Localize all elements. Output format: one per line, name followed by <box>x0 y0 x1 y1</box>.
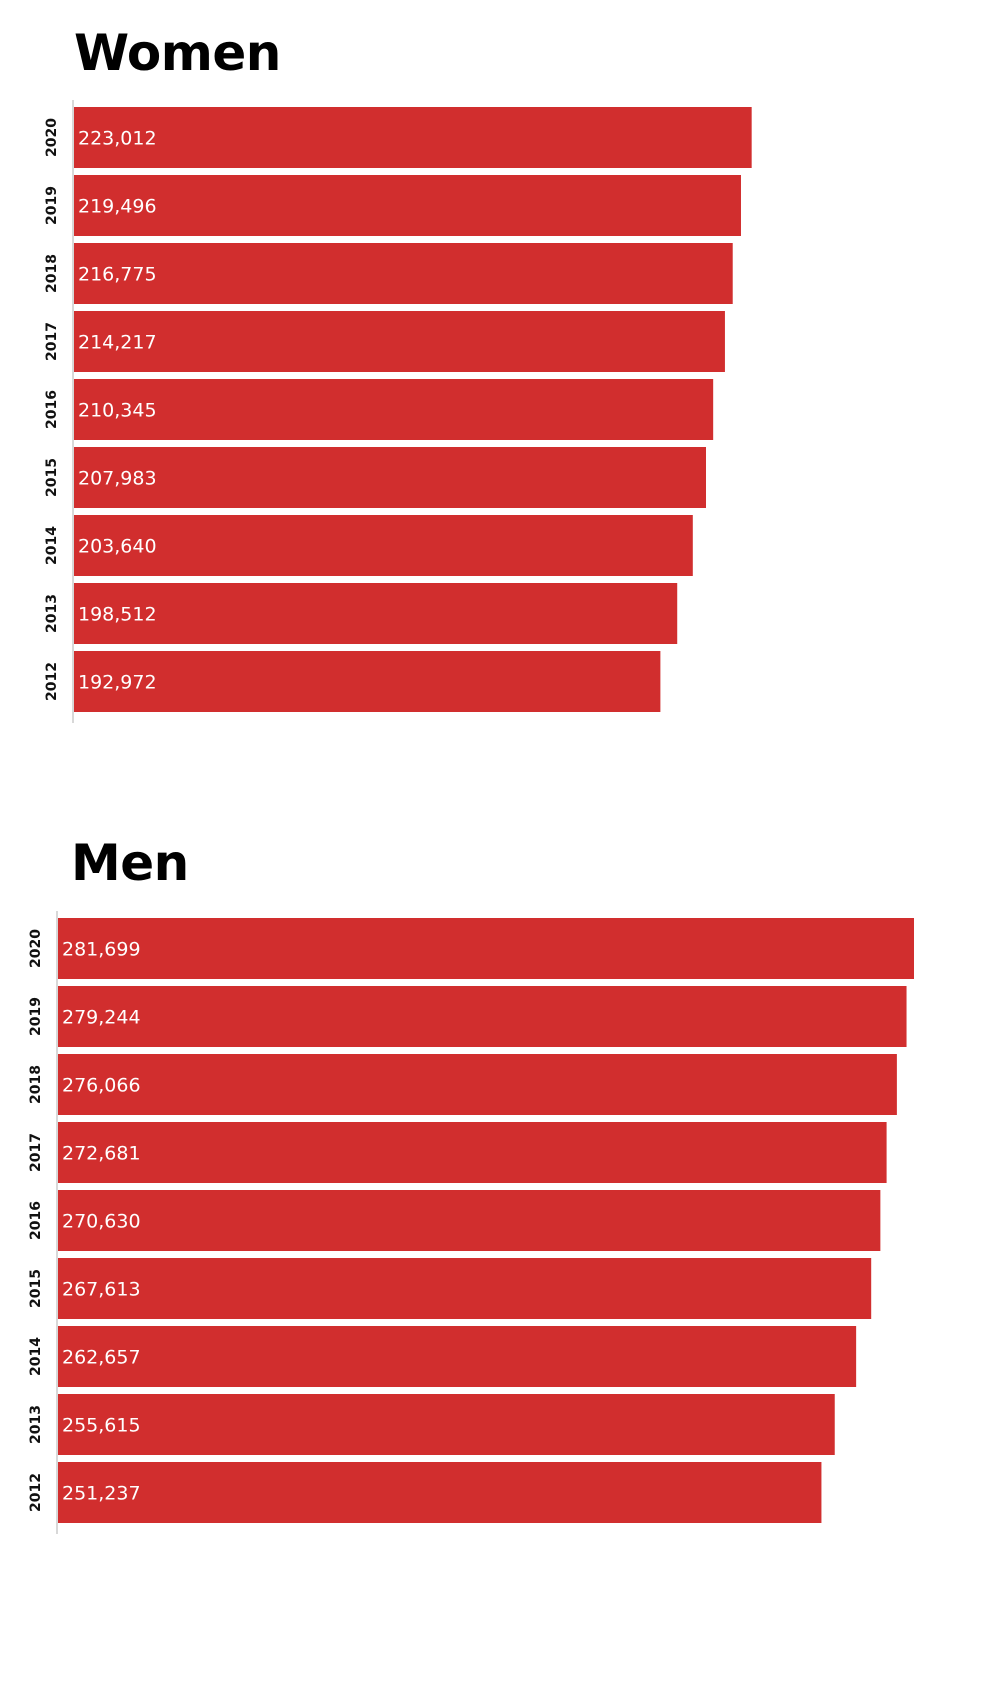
women-tick-label-2017: 2017 <box>44 322 60 361</box>
men-bar-label-2014: 262,657 <box>62 1347 141 1369</box>
men-bar-label-2013: 255,615 <box>62 1415 141 1437</box>
women-chart-title: Women <box>74 24 281 82</box>
women-tick-label-2018: 2018 <box>44 254 60 293</box>
women-tick-label-2016: 2016 <box>44 390 60 429</box>
men-tick-label-2019: 2019 <box>28 997 44 1036</box>
men-tick-label-2014: 2014 <box>28 1337 44 1376</box>
women-bar-label-2018: 216,775 <box>78 264 157 286</box>
men-bar-2016 <box>58 1190 881 1251</box>
men-tick-label-2016: 2016 <box>28 1201 44 1240</box>
women-bar-label-2017: 214,217 <box>78 332 157 354</box>
women-bar-label-2012: 192,972 <box>78 672 157 694</box>
women-bar-label-2015: 207,983 <box>78 468 157 490</box>
men-bar-label-2015: 267,613 <box>62 1279 141 1301</box>
women-bar-2013 <box>74 583 678 644</box>
women-tick-label-2019: 2019 <box>44 186 60 225</box>
women-tick-label-2020: 2020 <box>44 118 60 157</box>
men-bar-chart: 281,699 2020 279,244 2019 276,066 2018 272,681… <box>28 911 914 1534</box>
women-bar-label-2019: 219,496 <box>78 196 157 218</box>
men-bar-label-2012: 251,237 <box>62 1483 141 1505</box>
women-bar-chart: 223,012 2020 219,496 2019 216,775 2018 214,217… <box>44 100 752 723</box>
men-tick-label-2015: 2015 <box>28 1269 44 1308</box>
women-tick-label-2015: 2015 <box>44 458 60 497</box>
women-bar-label-2014: 203,640 <box>78 536 157 558</box>
women-bar-2012 <box>74 651 661 712</box>
women-tick-label-2013: 2013 <box>44 594 60 633</box>
men-bar-2020 <box>58 918 914 979</box>
men-chart-title: Men <box>71 834 189 892</box>
women-tick-label-2014: 2014 <box>44 526 60 565</box>
women-bar-label-2020: 223,012 <box>78 128 157 150</box>
women-bar-2014 <box>74 515 693 576</box>
men-bar-2018 <box>58 1054 897 1115</box>
women-bar-2020 <box>74 107 752 168</box>
men-bar-2014 <box>58 1326 857 1387</box>
men-bar-2019 <box>58 986 907 1047</box>
men-bar-2017 <box>58 1122 887 1183</box>
men-tick-label-2018: 2018 <box>28 1065 44 1104</box>
women-bar-label-2013: 198,512 <box>78 604 157 626</box>
men-tick-label-2020: 2020 <box>28 929 44 968</box>
women-bar-2017 <box>74 311 725 372</box>
men-bar-label-2016: 270,630 <box>62 1211 141 1233</box>
women-bar-2015 <box>74 447 706 508</box>
women-bar-2019 <box>74 175 741 236</box>
women-tick-label-2012: 2012 <box>44 662 60 701</box>
men-bar-label-2019: 279,244 <box>62 1007 141 1029</box>
men-tick-label-2013: 2013 <box>28 1405 44 1444</box>
women-bar-2018 <box>74 243 733 304</box>
men-tick-label-2017: 2017 <box>28 1133 44 1172</box>
men-tick-label-2012: 2012 <box>28 1473 44 1512</box>
women-bar-2016 <box>74 379 714 440</box>
men-bar-label-2020: 281,699 <box>62 939 141 961</box>
women-bar-label-2016: 210,345 <box>78 400 157 422</box>
men-bar-label-2017: 272,681 <box>62 1143 141 1165</box>
men-bar-2012 <box>58 1462 822 1523</box>
men-bar-label-2018: 276,066 <box>62 1075 141 1097</box>
men-bar-2013 <box>58 1394 835 1455</box>
men-bar-2015 <box>58 1258 872 1319</box>
